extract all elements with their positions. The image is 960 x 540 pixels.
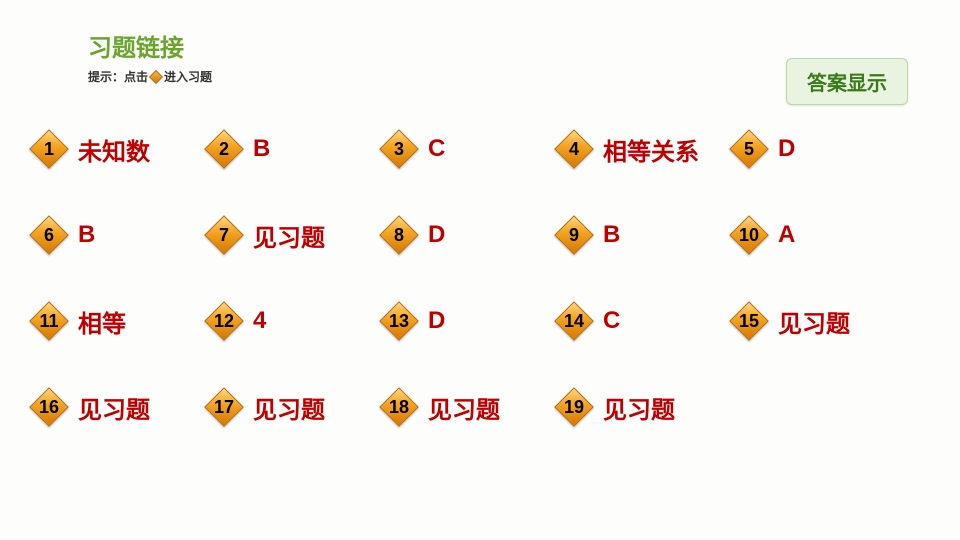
question-diamond[interactable]: 6 (30, 216, 68, 254)
question-diamond[interactable]: 9 (555, 216, 593, 254)
answer-text: 相等关系 (603, 132, 699, 167)
question-diamond[interactable]: 14 (555, 302, 593, 340)
answer-text: 4 (253, 307, 266, 335)
question-diamond[interactable]: 18 (380, 388, 418, 426)
question-diamond[interactable]: 5 (730, 130, 768, 168)
question-number: 4 (555, 130, 593, 168)
question-diamond[interactable]: 1 (30, 130, 68, 168)
answer-text: A (778, 221, 795, 249)
page-title: 习题链接 (88, 28, 184, 63)
answer-cell: 19 见习题 (555, 388, 730, 426)
question-number: 12 (205, 302, 243, 340)
answer-cell: 4 相等关系 (555, 130, 730, 168)
question-diamond[interactable]: 10 (730, 216, 768, 254)
answer-text: 见习题 (253, 390, 325, 425)
question-number: 18 (380, 388, 418, 426)
hint-prefix: 提示：点击 (88, 68, 148, 85)
question-number: 3 (380, 130, 418, 168)
hint-text: 提示：点击 进入习题 (88, 68, 212, 85)
question-diamond[interactable]: 19 (555, 388, 593, 426)
question-diamond[interactable]: 12 (205, 302, 243, 340)
question-diamond[interactable]: 3 (380, 130, 418, 168)
hint-suffix: 进入习题 (164, 68, 212, 85)
question-number: 13 (380, 302, 418, 340)
answer-grid: 1未知数2B3C4相等关系5D6B7见习题8D9B10A11相等12413D14… (30, 130, 930, 474)
answer-cell: 9B (555, 216, 730, 254)
answer-text: C (603, 307, 620, 335)
question-number: 15 (730, 302, 768, 340)
question-diamond[interactable]: 16 (30, 388, 68, 426)
answer-text: B (603, 221, 620, 249)
show-answers-button[interactable]: 答案显示 (786, 58, 908, 105)
answer-text: D (428, 221, 445, 249)
question-number: 2 (205, 130, 243, 168)
question-number: 14 (555, 302, 593, 340)
answer-cell: 10 A (730, 216, 905, 254)
answer-text: 见习题 (778, 304, 850, 339)
question-diamond[interactable]: 15 (730, 302, 768, 340)
grid-row: 6B7见习题8D9B10A (30, 216, 930, 254)
answer-cell: 15 见习题 (730, 302, 905, 340)
answer-cell: 17 见习题 (205, 388, 380, 426)
question-number: 7 (205, 216, 243, 254)
question-number: 16 (30, 388, 68, 426)
question-number: 8 (380, 216, 418, 254)
answer-text: B (253, 135, 270, 163)
answer-text: 见习题 (428, 390, 500, 425)
question-number: 10 (730, 216, 768, 254)
answer-cell: 8D (380, 216, 555, 254)
question-diamond[interactable]: 13 (380, 302, 418, 340)
question-number: 9 (555, 216, 593, 254)
question-number: 6 (30, 216, 68, 254)
question-number: 1 (30, 130, 68, 168)
answer-text: D (428, 307, 445, 335)
answer-cell: 11 相等 (30, 302, 205, 340)
answer-text: C (428, 135, 445, 163)
question-diamond[interactable]: 4 (555, 130, 593, 168)
question-diamond[interactable]: 2 (205, 130, 243, 168)
answer-cell: 2B (205, 130, 380, 168)
answer-cell: 16 见习题 (30, 388, 205, 426)
answer-cell: 6B (30, 216, 205, 254)
answer-cell: 5D (730, 130, 905, 168)
answer-cell: 13 D (380, 302, 555, 340)
diamond-icon (149, 69, 163, 83)
answer-text: 见习题 (603, 390, 675, 425)
grid-row: 16 见习题 17 见习题 18 见习题 19 见习题 (30, 388, 930, 426)
grid-row: 1未知数2B3C4相等关系5D (30, 130, 930, 168)
question-diamond[interactable]: 8 (380, 216, 418, 254)
question-diamond[interactable]: 11 (30, 302, 68, 340)
answer-cell: 12 4 (205, 302, 380, 340)
answer-cell: 7 见习题 (205, 216, 380, 254)
answer-cell: 14 C (555, 302, 730, 340)
answer-text: 相等 (78, 304, 126, 339)
answer-text: 见习题 (78, 390, 150, 425)
question-diamond[interactable]: 17 (205, 388, 243, 426)
answer-cell: 3C (380, 130, 555, 168)
answer-text: B (78, 221, 95, 249)
question-diamond[interactable]: 7 (205, 216, 243, 254)
question-number: 19 (555, 388, 593, 426)
question-number: 11 (30, 302, 68, 340)
question-number: 17 (205, 388, 243, 426)
answer-text: D (778, 135, 795, 163)
grid-row: 11 相等 12 4 13 D 14 C 15 见习题 (30, 302, 930, 340)
answer-cell: 18 见习题 (380, 388, 555, 426)
answer-text: 见习题 (253, 218, 325, 253)
answer-cell: 1 未知数 (30, 130, 205, 168)
question-number: 5 (730, 130, 768, 168)
answer-text: 未知数 (78, 132, 150, 167)
